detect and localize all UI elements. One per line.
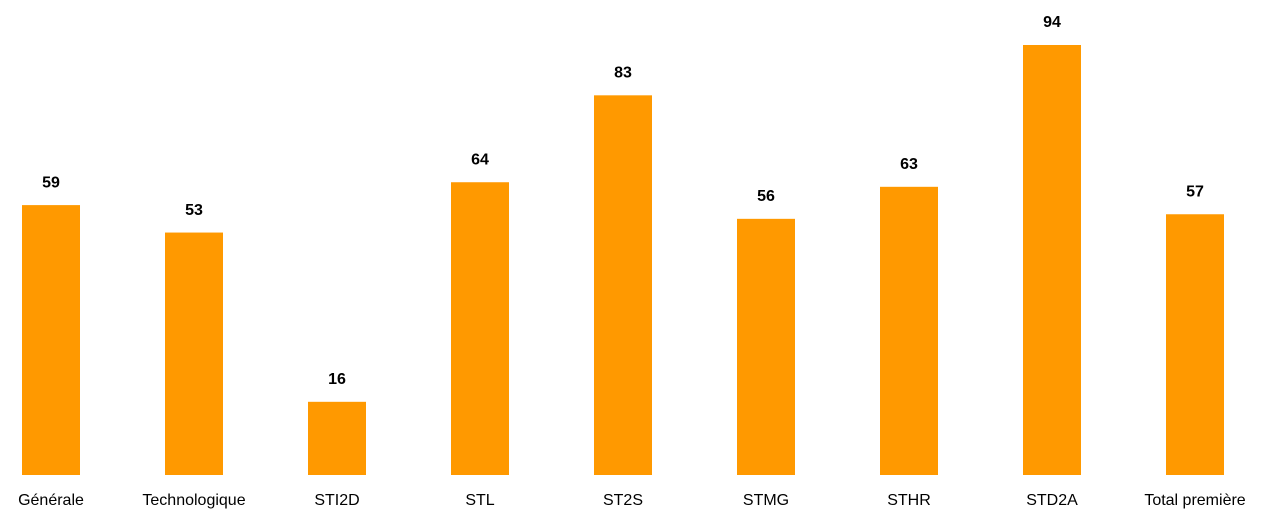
value-label: 53: [185, 202, 203, 219]
bar: [594, 95, 652, 475]
value-label: 94: [1043, 14, 1061, 31]
value-label: 64: [471, 151, 489, 168]
x-tick-label: Total première: [1144, 492, 1245, 509]
value-label: 57: [1186, 183, 1204, 200]
x-tick-label: STD2A: [1026, 492, 1078, 509]
bar: [308, 401, 366, 475]
x-tick-label: STI2D: [314, 492, 359, 509]
bar: [22, 205, 80, 475]
x-tick-label: Technologique: [142, 492, 245, 509]
bar: [451, 182, 509, 475]
bar: [1166, 214, 1224, 476]
bar: [880, 186, 938, 475]
x-tick-label: STHR: [887, 492, 931, 509]
value-label: 59: [42, 174, 60, 191]
bar: [1023, 45, 1081, 475]
x-tick-label: STMG: [743, 492, 789, 509]
x-tick-label: Générale: [18, 492, 84, 509]
value-label: 56: [757, 188, 775, 205]
bar: [165, 232, 223, 475]
value-label: 63: [900, 156, 918, 173]
value-label: 16: [328, 371, 346, 388]
x-tick-label: ST2S: [603, 492, 643, 509]
value-label: 83: [614, 65, 632, 82]
x-tick-label: STL: [465, 492, 494, 509]
bar: [737, 218, 795, 476]
